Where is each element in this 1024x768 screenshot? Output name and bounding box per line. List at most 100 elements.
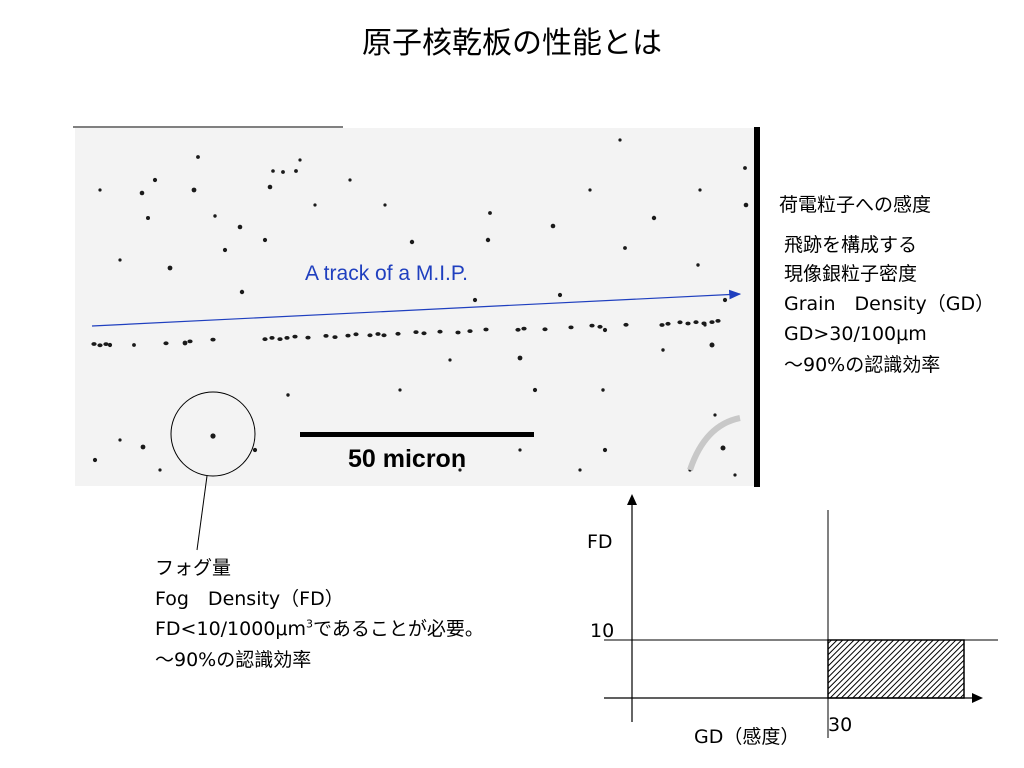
fog-grain <box>118 258 122 262</box>
track-grain <box>284 336 290 340</box>
track-grain <box>323 334 329 338</box>
fog-grain <box>152 177 158 183</box>
track-grain <box>421 331 427 336</box>
fog-grain <box>139 190 145 196</box>
fog-grain <box>286 393 290 397</box>
fog-grain <box>601 388 605 392</box>
fog-grain <box>158 468 162 472</box>
track-grain <box>345 333 351 338</box>
fog-grain <box>448 358 452 362</box>
fog-grain <box>252 447 258 453</box>
scale-bar <box>300 432 534 437</box>
y-axis-label: FD <box>587 531 613 553</box>
fog-grain <box>618 138 622 142</box>
fog-grain <box>722 297 728 303</box>
fog-grain <box>398 388 402 392</box>
fog-grain <box>167 265 173 271</box>
fog-grain <box>602 327 608 333</box>
fog-grain <box>262 237 268 243</box>
fog-grain <box>348 178 352 182</box>
track-grain <box>701 321 707 326</box>
x-axis-arrowhead <box>972 693 983 703</box>
track-grain <box>305 335 311 340</box>
sensitivity-line: ～90%の認識効率 <box>784 354 941 376</box>
fog-grain <box>182 340 188 346</box>
track-grain <box>262 337 268 342</box>
track-grain <box>381 333 387 338</box>
track-grain <box>97 343 103 348</box>
fog-grain <box>472 297 478 303</box>
track-grain <box>413 330 419 334</box>
track-grain <box>568 325 574 330</box>
track-grain <box>187 339 193 344</box>
fog-grain <box>696 263 700 267</box>
track-grain <box>91 342 97 346</box>
fog-grain <box>267 184 273 190</box>
track-grain <box>103 342 109 346</box>
sensitivity-line: GD>30/100μm <box>784 323 927 345</box>
fog-grain <box>298 158 302 162</box>
track-grain <box>467 329 473 333</box>
fog-grain <box>743 166 747 170</box>
fog-grain <box>698 188 702 192</box>
fog-callout-line <box>196 475 208 551</box>
fog-grain <box>623 246 627 250</box>
track-grain <box>483 327 489 332</box>
fog-grain <box>733 473 737 477</box>
track-grain <box>210 337 216 342</box>
fog-grain <box>271 169 275 173</box>
track-grain <box>677 320 683 325</box>
track-grain <box>395 331 401 336</box>
fog-grain <box>132 343 136 347</box>
fog-grain <box>602 447 608 453</box>
y-axis-arrowhead <box>627 494 637 505</box>
track-grain <box>163 341 169 346</box>
fog-requirement: FD<10/1000μm3であることが必要。 <box>155 617 484 641</box>
fog-grain <box>107 342 113 348</box>
scale-label: 50 micron <box>348 445 467 473</box>
fog-grain <box>713 413 717 417</box>
sensitivity-line: 現像銀粒子密度 <box>784 263 918 285</box>
emulsion-smudge <box>687 415 741 471</box>
track-grain <box>269 336 275 340</box>
track-grain <box>515 327 521 332</box>
fog-grain <box>532 387 538 393</box>
micrograph-background <box>75 128 757 486</box>
track-grain <box>715 319 721 323</box>
fog-grain <box>281 170 285 174</box>
track-grain <box>589 323 595 328</box>
y-threshold-label: 10 <box>590 620 615 642</box>
fog-density-label: Fog Density（FD） <box>155 588 344 610</box>
fog-grain <box>588 188 592 192</box>
fog-grain <box>383 203 387 207</box>
track-grain <box>623 322 629 327</box>
sensitivity-line: Grain Density（GD） <box>784 293 995 315</box>
fog-grain <box>485 237 491 243</box>
fog-grain-highlighted <box>210 433 216 439</box>
fog-requirement-suffix: であることが必要。 <box>313 618 484 640</box>
track-grain <box>685 321 691 326</box>
fog-requirement-exponent: 3 <box>306 617 314 631</box>
slide-title: 原子核乾板の性能とは <box>362 26 662 61</box>
sensitivity-heading: 荷電粒子への感度 <box>779 194 932 216</box>
fog-efficiency: ～90%の認識効率 <box>155 649 312 671</box>
track-grain <box>693 320 699 325</box>
track-grain <box>521 326 527 331</box>
fog-grain <box>518 448 522 452</box>
fog-requirement-prefix: FD<10/1000μm <box>155 618 307 640</box>
x-axis-label: GD（感度） <box>694 726 800 748</box>
track-grains <box>91 319 721 348</box>
track-grain <box>597 324 603 329</box>
track-grain <box>455 330 461 335</box>
track-grain <box>353 332 359 337</box>
fog-grain <box>239 289 245 295</box>
fog-grain <box>557 292 563 298</box>
fog-grain <box>458 468 462 472</box>
fog-grain <box>98 188 102 192</box>
fog-grain <box>294 169 298 173</box>
fog-grain <box>191 187 197 193</box>
track-grain <box>437 329 443 334</box>
fog-grain <box>720 445 726 451</box>
fog-grain <box>313 203 317 207</box>
